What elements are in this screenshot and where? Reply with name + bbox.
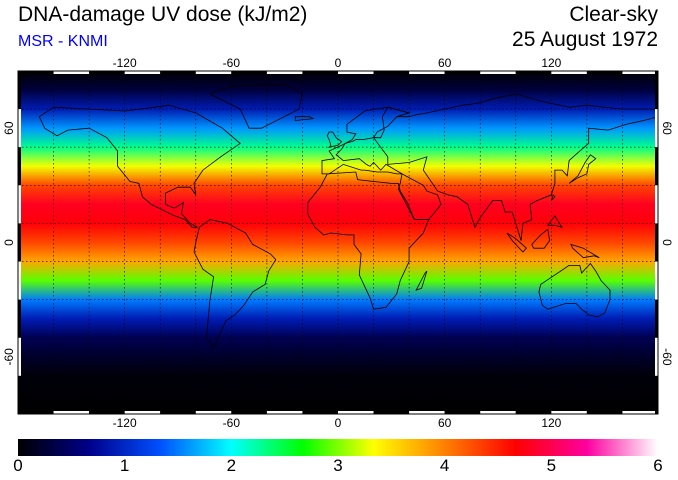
lon-label-bottom: 0: [335, 416, 342, 430]
lon-label-top: -60: [223, 56, 241, 70]
lat-label-left: 0: [2, 239, 16, 246]
lat-label-left: 60: [2, 121, 16, 135]
axis-labels: -120 -120 -60 -60 0 0 60 60 120 120 60 60 0 0 -60 -60: [2, 56, 674, 430]
colorbar-label: 4: [439, 456, 450, 475]
lon-label-bottom: -60: [223, 416, 241, 430]
frame-ticks: [18, 71, 658, 414]
colorbar-label: 1: [119, 456, 130, 475]
lat-label-left: -60: [2, 348, 16, 366]
map-frame: [17, 70, 659, 415]
colorbar-label: 2: [226, 456, 237, 475]
colorbar-label: 3: [333, 456, 343, 475]
lon-label-top: -120: [113, 56, 137, 70]
map-date: 25 August 1972: [512, 28, 658, 51]
lon-label-top: 120: [541, 56, 561, 70]
colorbar-label: 5: [546, 456, 557, 475]
lat-label-right: -60: [660, 348, 674, 366]
colorbar-label: 6: [653, 456, 663, 475]
lat-label-right: 60: [660, 121, 674, 135]
colorbar-label: 0: [13, 456, 23, 475]
graticule: [18, 71, 658, 414]
map-title: DNA-damage UV dose (kJ/m2): [18, 3, 308, 26]
sky-condition: Clear-sky: [569, 3, 658, 26]
dose-field: [18, 71, 658, 414]
colorbar: [18, 439, 658, 456]
coastlines: [38, 83, 658, 349]
lon-label-bottom: 120: [541, 416, 561, 430]
lon-label-bottom: -120: [113, 416, 137, 430]
lat-label-right: 0: [660, 239, 674, 246]
lon-label-top: 60: [438, 56, 452, 70]
lon-label-top: 0: [335, 56, 342, 70]
source-label: MSR - KNMI: [18, 33, 108, 50]
lon-label-bottom: 60: [438, 416, 452, 430]
